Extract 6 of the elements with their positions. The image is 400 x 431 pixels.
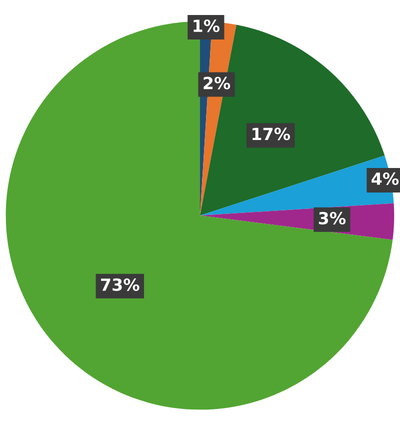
data-label: 3% [318, 212, 346, 224]
data-label: 73% [101, 278, 140, 291]
data-label: 2% [204, 76, 230, 90]
data-label: 17% [252, 128, 290, 140]
data-label: 4% [372, 172, 399, 186]
data-label: 1% [194, 19, 220, 32]
